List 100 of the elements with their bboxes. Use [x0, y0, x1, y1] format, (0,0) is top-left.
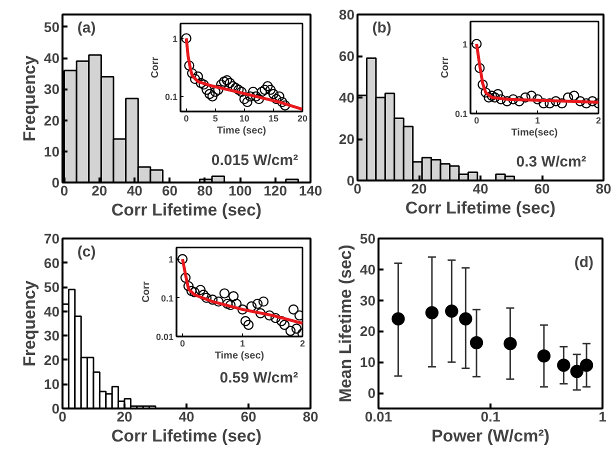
y-axis-title: Mean Lifetime (sec)	[336, 244, 355, 402]
point	[207, 294, 218, 305]
point	[222, 75, 232, 86]
point	[218, 76, 230, 87]
y-tick-label: 40	[44, 303, 60, 320]
point	[556, 98, 568, 108]
point	[180, 272, 191, 283]
x-tick-label: 2	[300, 338, 306, 348]
x-tick-label: 2	[596, 116, 602, 126]
y-axis-title: Frequency	[20, 54, 39, 142]
x-tick-label: 20	[92, 182, 108, 198]
x-axis-title: Time(sec)	[511, 128, 558, 138]
x-tick-label: 5	[212, 114, 218, 124]
point	[198, 290, 209, 300]
y-tick-label: 0.1	[164, 92, 178, 102]
annotation: (a)	[77, 19, 96, 36]
x-axis-title: Time (sec)	[216, 126, 266, 136]
y-tick-label: 0.1	[160, 293, 174, 304]
x-tick-label: 1	[535, 116, 540, 126]
y-tick-label: 10	[44, 143, 60, 160]
y-tick-label: 60	[338, 48, 355, 64]
annotation: 0.015 W/cm²	[211, 152, 298, 170]
y-tick-label: 50	[44, 279, 60, 296]
point	[520, 92, 530, 103]
point	[575, 96, 586, 106]
point	[243, 320, 254, 330]
point	[569, 90, 580, 101]
point	[265, 84, 276, 95]
y-tick-label: 80	[338, 6, 355, 22]
point	[236, 86, 247, 97]
point	[224, 78, 235, 88]
point	[225, 300, 236, 310]
x-tick-label: 20	[411, 180, 427, 196]
point	[260, 84, 270, 95]
y-tick-label: 20	[44, 352, 60, 368]
y-axis-title: Corr	[150, 56, 161, 78]
point	[538, 98, 549, 108]
x-tick-label: 40	[178, 408, 194, 424]
point	[514, 96, 524, 106]
y-tick-label: 40	[360, 261, 376, 278]
annotation: 0.3 W/cm²	[516, 154, 586, 171]
x-tick-label: 0	[184, 114, 189, 124]
annotation: (d)	[574, 254, 594, 271]
x-tick-label: 120	[264, 182, 288, 198]
point	[268, 88, 279, 100]
point	[291, 324, 302, 334]
point	[270, 312, 281, 324]
x-tick-label: 1	[598, 408, 607, 424]
point	[213, 84, 224, 95]
point	[280, 100, 290, 111]
point	[187, 68, 198, 78]
point	[581, 98, 592, 108]
point	[233, 84, 244, 95]
point	[587, 96, 598, 106]
line-series	[184, 36, 302, 111]
point	[264, 310, 275, 321]
x-tick-label: 140	[298, 182, 322, 198]
point	[502, 96, 512, 106]
y-tick-label: 1	[172, 34, 178, 44]
y-tick-label: 0	[368, 385, 376, 402]
y-tick-label: 30	[44, 328, 60, 344]
point	[474, 62, 485, 74]
point	[274, 91, 284, 102]
x-tick-label: 1	[240, 338, 246, 348]
point	[277, 96, 288, 108]
point	[195, 284, 206, 296]
point	[471, 38, 482, 50]
point	[186, 286, 197, 296]
x-tick-label: 0	[180, 338, 186, 348]
point	[239, 94, 250, 104]
x-tick-label: 60	[534, 180, 550, 196]
y-tick-label: 10	[44, 376, 60, 392]
x-tick-label: 60	[240, 408, 256, 424]
point	[202, 84, 212, 95]
point	[184, 60, 194, 71]
y-tick-label: 30	[360, 292, 376, 308]
point	[262, 81, 273, 92]
point	[181, 33, 192, 44]
x-tick-label: 10	[239, 114, 250, 124]
x-tick-label: 20	[116, 408, 132, 424]
annotation: 0.59 W/cm²	[220, 369, 298, 386]
x-tick-label: 0	[474, 116, 480, 126]
point	[258, 296, 269, 307]
point	[256, 86, 267, 97]
y-tick-label: 0.01	[156, 332, 174, 342]
y-tick-label: 70	[44, 230, 60, 246]
point	[204, 88, 215, 100]
point	[490, 92, 500, 103]
point	[228, 291, 239, 302]
point	[177, 254, 188, 264]
y-tick-label: 40	[338, 90, 355, 106]
point	[198, 79, 209, 90]
point	[288, 304, 299, 315]
x-tick-label: 40	[472, 180, 488, 196]
point	[242, 96, 252, 108]
point	[213, 296, 224, 307]
point	[486, 90, 497, 101]
point	[210, 86, 220, 97]
point	[480, 87, 491, 98]
x-tick-label: 20	[297, 114, 308, 124]
